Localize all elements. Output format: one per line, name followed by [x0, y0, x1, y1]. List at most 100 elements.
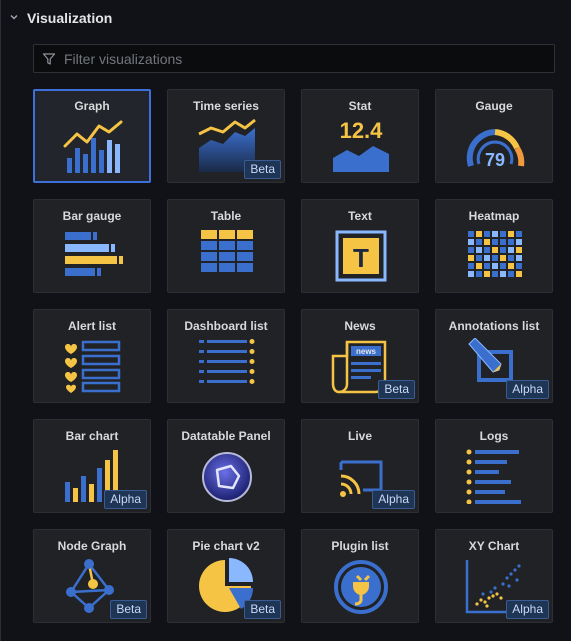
alert-list-icon: [65, 340, 121, 393]
chevron-down-icon[interactable]: [9, 12, 19, 25]
xy-point: [501, 582, 505, 586]
card-label: Table: [210, 209, 242, 223]
xy-point: [475, 602, 479, 606]
heatmap-cell: [476, 263, 482, 269]
card-table[interactable]: Table: [167, 199, 285, 293]
card-label: Annotations list: [448, 319, 540, 333]
card-logs[interactable]: Logs: [435, 419, 553, 513]
graph-icon: [63, 120, 123, 173]
card-heatmap[interactable]: Heatmap: [435, 199, 553, 293]
heatmap-cell: [476, 231, 482, 237]
filter-visualizations-input[interactable]: [62, 49, 554, 68]
gauge-icon: 79: [466, 129, 525, 170]
heatmap-cell: [516, 263, 522, 269]
heatmap-cell: [468, 271, 474, 277]
card-pie-chart-v2[interactable]: Pie chart v2 Beta: [167, 529, 285, 623]
gauge-value: 79: [485, 150, 505, 170]
time-series-icon: [198, 118, 256, 172]
beta-badge: Beta: [378, 380, 415, 399]
heatmap-cell: [484, 247, 490, 253]
text-icon: T: [335, 230, 387, 282]
node-graph-icon: [66, 559, 114, 613]
plugin-list-icon: [334, 560, 388, 614]
heatmap-cell: [492, 247, 498, 253]
xy-point: [483, 600, 487, 604]
card-alert-list[interactable]: Alert list: [33, 309, 151, 403]
alpha-badge: Alpha: [104, 490, 147, 509]
heatmap-cell: [484, 263, 490, 269]
beta-badge: Beta: [244, 600, 281, 619]
card-label: Bar chart: [65, 429, 119, 443]
heatmap-cell: [476, 271, 482, 277]
heatmap-cell: [468, 263, 474, 269]
heatmap-cell: [500, 247, 506, 253]
alpha-badge: Alpha: [506, 380, 549, 399]
beta-badge: Beta: [110, 600, 147, 619]
heatmap-cell: [468, 231, 474, 237]
heatmap-cell: [468, 255, 474, 261]
heatmap-cell: [500, 271, 506, 277]
heatmap-cell: [500, 231, 506, 237]
xy-point: [495, 592, 499, 596]
xy-point: [515, 578, 519, 582]
card-label: Stat: [348, 99, 372, 113]
dashboard-list-icon: [199, 339, 255, 384]
card-dashboard-list[interactable]: Dashboard list: [167, 309, 285, 403]
card-bar-gauge[interactable]: Bar gauge: [33, 199, 151, 293]
xy-point: [481, 592, 485, 596]
heatmap-cell: [516, 255, 522, 261]
card-label: Gauge: [475, 99, 513, 113]
card-label: Heatmap: [468, 209, 520, 223]
card-node-graph[interactable]: Node Graph Beta: [33, 529, 151, 623]
xy-point: [507, 584, 511, 588]
card-gauge[interactable]: Gauge 79: [435, 89, 553, 183]
heatmap-cell: [468, 247, 474, 253]
card-annotations-list[interactable]: Annotations list Alpha: [435, 309, 553, 403]
heatmap-cell: [508, 271, 514, 277]
table-icon: [201, 230, 253, 272]
card-graph[interactable]: Graph: [33, 89, 151, 183]
card-stat[interactable]: Stat 12.4: [301, 89, 419, 183]
heatmap-cell: [508, 247, 514, 253]
card-label: Time series: [193, 99, 259, 113]
card-live[interactable]: Live Alpha: [301, 419, 419, 513]
card-datatable-panel[interactable]: Datatable Panel: [167, 419, 285, 513]
xy-point: [489, 590, 493, 594]
heatmap-cell: [476, 239, 482, 245]
annotations-list-icon: [468, 338, 513, 382]
heatmap-cell: [484, 239, 490, 245]
card-bar-chart[interactable]: Bar chart Alpha: [33, 419, 151, 513]
card-time-series[interactable]: Time series Beta: [167, 89, 285, 183]
card-label: Alert list: [67, 319, 116, 333]
card-label: Logs: [479, 429, 509, 443]
xy-point: [479, 598, 483, 602]
card-text[interactable]: Text T: [301, 199, 419, 293]
card-label: Bar gauge: [62, 209, 122, 223]
heatmap-icon: [468, 231, 522, 277]
xy-point: [491, 594, 495, 598]
heatmap-cell: [508, 231, 514, 237]
xy-point: [487, 596, 491, 600]
alpha-badge: Alpha: [506, 600, 549, 619]
filter-icon: [42, 52, 56, 65]
heatmap-cell: [492, 263, 498, 269]
card-news[interactable]: News news Beta: [301, 309, 419, 403]
card-xy-chart[interactable]: XY Chart Alpha: [435, 529, 553, 623]
filter-search-box[interactable]: [33, 44, 555, 73]
heatmap-cell: [476, 247, 482, 253]
card-plugin-list[interactable]: Plugin list: [301, 529, 419, 623]
section-title: Visualization: [27, 10, 113, 26]
heatmap-cell: [508, 263, 514, 269]
card-label: XY Chart: [468, 539, 520, 553]
bar-chart-icon: [65, 450, 118, 502]
card-label: Graph: [74, 99, 110, 113]
logs-icon: [466, 449, 521, 504]
section-header[interactable]: Visualization: [9, 8, 112, 28]
heatmap-cell: [516, 247, 522, 253]
bar-gauge-icon: [65, 232, 123, 276]
visualization-grid: Graph Time series: [33, 89, 553, 623]
alpha-badge: Alpha: [372, 490, 415, 509]
beta-badge: Beta: [244, 160, 281, 179]
card-label: Datatable Panel: [181, 429, 271, 443]
